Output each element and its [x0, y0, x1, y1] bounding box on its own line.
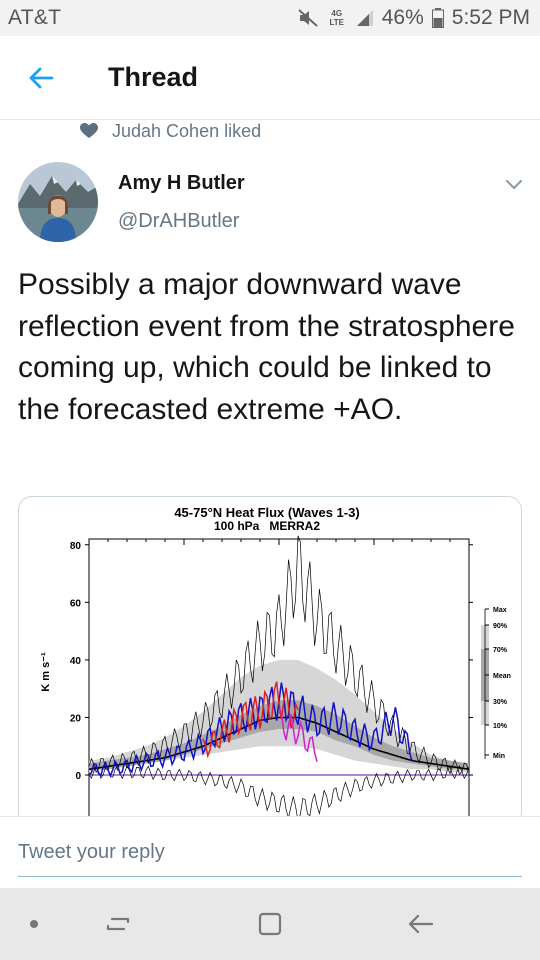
chevron-down-icon[interactable]: [502, 174, 526, 194]
reply-bar: Tweet your reply: [0, 816, 540, 888]
chart-subtitle: 100 hPa MERRA2: [214, 519, 320, 533]
app-header: Thread: [0, 36, 540, 120]
chart-title: 45-75°N Heat Flux (Waves 1-3): [174, 505, 359, 520]
author-name[interactable]: Amy H Butler: [118, 172, 245, 194]
series-line-5: [278, 710, 318, 762]
series-line-0: [88, 535, 470, 776]
mute-icon: [298, 9, 318, 27]
recent-apps-icon[interactable]: [98, 906, 138, 942]
network-type: 4G LTE: [329, 9, 344, 27]
overview-square-icon[interactable]: [250, 906, 290, 942]
heart-icon: [80, 123, 98, 138]
page-title: Thread: [108, 62, 199, 92]
social-context[interactable]: Judah Cohen liked: [80, 118, 261, 144]
signal-icon: [356, 9, 374, 27]
clock: 5:52 PM: [451, 6, 530, 29]
avatar[interactable]: [18, 162, 98, 242]
chart-ylabel: K m s⁻¹: [40, 652, 52, 692]
series-line-2: [88, 716, 470, 771]
legend-label: 30%: [493, 699, 508, 706]
home-dot-icon[interactable]: [14, 906, 54, 942]
legend-label: Max: [493, 607, 507, 614]
reply-input[interactable]: Tweet your reply: [18, 833, 522, 877]
back-button[interactable]: [0, 36, 82, 120]
carrier-label: AT&T: [8, 6, 62, 29]
y-tick-label: 80: [70, 541, 82, 552]
back-arrow-icon[interactable]: [28, 66, 54, 90]
y-tick-label: 0: [75, 771, 81, 782]
legend-label: Mean: [493, 673, 511, 680]
status-bar: AT&T 4G LTE 46% 5:52 PM: [0, 0, 540, 36]
social-context-text: Judah Cohen liked: [112, 120, 262, 141]
y-tick-label: 20: [70, 713, 82, 724]
series-line-3: [88, 682, 413, 778]
series-line-1: [88, 765, 470, 823]
author-handle[interactable]: @DrAHButler: [118, 210, 240, 232]
legend-label: 90%: [493, 623, 508, 630]
y-tick-label: 40: [70, 656, 82, 667]
tweet-image[interactable]: 45-75°N Heat Flux (Waves 1-3) 100 hPa ME…: [18, 496, 522, 826]
nav-back-icon[interactable]: [400, 906, 440, 942]
heat-flux-chart: 45-75°N Heat Flux (Waves 1-3) 100 hPa ME…: [40, 505, 511, 825]
tweet-text: Possibly a major downward wave reflectio…: [18, 268, 515, 426]
legend-label: 70%: [493, 647, 508, 654]
y-tick-label: 60: [70, 598, 82, 609]
status-icons: 4G LTE 46% 5:52 PM: [298, 6, 530, 30]
system-nav-bar: [0, 888, 540, 960]
battery-percent: 46%: [381, 6, 424, 29]
legend-label: Min: [493, 753, 505, 760]
legend-label: 10%: [493, 723, 508, 730]
battery-icon: [431, 8, 444, 28]
